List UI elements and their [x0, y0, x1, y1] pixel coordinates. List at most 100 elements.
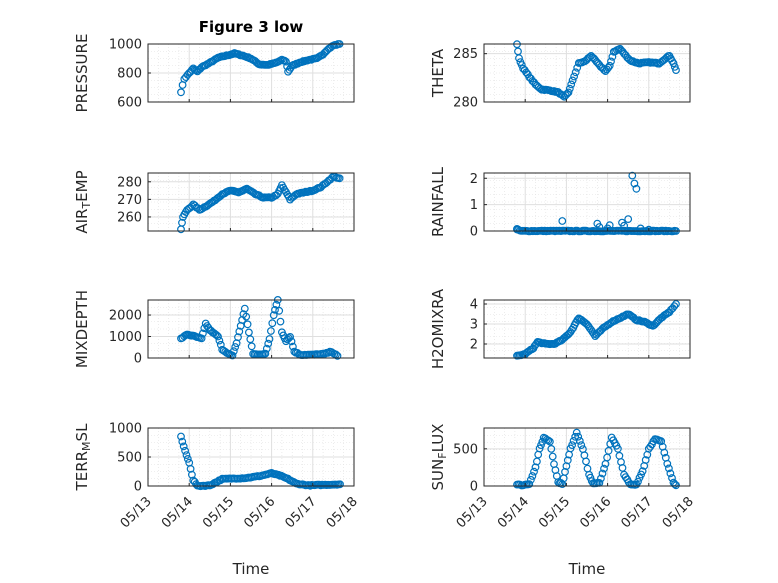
data-point: [620, 221, 628, 230]
data-point: [669, 59, 678, 68]
data-point: [571, 68, 580, 77]
ytick-label: 4: [470, 298, 478, 313]
xtick-label: 05/15: [536, 494, 573, 531]
y-axis-label-main: SUN: [429, 459, 447, 491]
ytick-label: 1000: [109, 330, 142, 345]
data-point: [600, 464, 608, 473]
ytick-label: 1000: [109, 422, 142, 437]
axes-box: [483, 299, 691, 359]
data-point: [624, 215, 633, 224]
data-point: [231, 343, 240, 351]
xtick-label: 05/14: [495, 494, 532, 531]
data-point: [657, 437, 666, 446]
axes-box: [147, 172, 355, 232]
ytick-label: 2: [470, 172, 478, 187]
ytick-label: 0: [134, 352, 142, 367]
data-point: [614, 444, 622, 453]
data-point: [264, 339, 273, 348]
ytick-label: 1000: [109, 38, 142, 53]
data-point: [246, 335, 255, 344]
data-point: [632, 184, 641, 193]
data-point: [527, 475, 535, 484]
data-point: [604, 446, 613, 455]
y-axis-label-subscript: F: [436, 452, 449, 458]
data-point: [234, 333, 242, 342]
data-point: [604, 63, 613, 72]
y-axis-label-main: PRESSURE: [73, 34, 91, 113]
y-axis-label: H2OMIXRA: [429, 288, 447, 369]
data-point: [663, 459, 672, 468]
data-point: [574, 432, 583, 441]
data-point: [571, 432, 580, 441]
data-point: [607, 57, 615, 66]
data-point: [268, 319, 277, 328]
ytick-label: 3: [470, 318, 478, 333]
y-axis-label-rest: EMP: [73, 170, 91, 201]
ytick-label: 280: [453, 96, 478, 111]
data-point: [197, 334, 206, 343]
data-point: [577, 441, 586, 450]
data-point: [178, 437, 187, 446]
ytick-label: 280: [117, 175, 142, 190]
ytick-label: 0: [470, 480, 478, 495]
data-point: [568, 441, 576, 450]
data-point: [548, 452, 557, 461]
y-axis-label-main: H2OMIXRA: [429, 288, 447, 369]
axes-box: [147, 299, 355, 359]
data-point: [215, 336, 224, 345]
ytick-label: 600: [117, 96, 142, 111]
data-point: [546, 437, 554, 446]
data-point: [672, 300, 680, 308]
data-point: [179, 442, 188, 451]
subplot-airtemp: 260 270 280 AIRTEMP: [73, 170, 355, 234]
y-axis-label: THETA: [429, 48, 447, 98]
data-point: [286, 333, 295, 341]
data-point: [634, 477, 642, 486]
data-point: [668, 474, 676, 482]
data-point: [530, 467, 538, 476]
axes-box: [483, 172, 691, 232]
y-axis-label: MIXDEPTH: [73, 290, 91, 368]
data-point: [563, 456, 572, 465]
data-point: [638, 467, 647, 476]
ytick-label: 2: [470, 338, 478, 353]
data-point: [261, 349, 270, 358]
data-point: [547, 445, 556, 453]
data-point: [582, 457, 590, 466]
data-point: [598, 469, 607, 478]
axes-box: [483, 43, 691, 103]
data-point: [583, 464, 592, 473]
y-axis-label-main: TERR: [73, 451, 91, 492]
y-axis-label: AIRTEMP: [73, 170, 93, 233]
figure-title: Figure 3 low: [199, 18, 304, 36]
xtick-label: 05/17: [619, 494, 656, 531]
data-point: [244, 328, 253, 337]
data-point: [267, 327, 275, 335]
y-axis-label: SUNFLUX: [429, 424, 449, 491]
data-point: [558, 217, 567, 225]
data-point: [670, 302, 679, 311]
subplot-rainfall: 0 1 2 RAINFALL: [429, 166, 691, 240]
xtick-label: 05/18: [660, 494, 697, 531]
xtick-label: 05/13: [454, 494, 491, 531]
xtick-label: 05/13: [118, 494, 155, 531]
y-axis-label-subscript: T: [80, 202, 93, 210]
ytick-label: 0: [470, 225, 478, 240]
data-point: [287, 337, 296, 346]
x-axis-label: Time: [568, 560, 606, 578]
y-axis-label: TERRMSL: [73, 423, 93, 492]
data-point: [276, 317, 285, 326]
data-point: [636, 224, 645, 233]
x-axis-label: Time: [232, 560, 270, 578]
data-point: [265, 335, 274, 343]
data-point: [672, 66, 680, 74]
data-point: [289, 342, 297, 351]
ytick-label: 270: [117, 193, 142, 208]
data-point: [528, 472, 537, 480]
data-point: [565, 84, 574, 93]
data-point: [262, 344, 271, 353]
data-point: [567, 80, 576, 89]
ytick-label: 800: [117, 67, 142, 82]
data-point: [564, 88, 573, 97]
data-point: [572, 428, 581, 437]
